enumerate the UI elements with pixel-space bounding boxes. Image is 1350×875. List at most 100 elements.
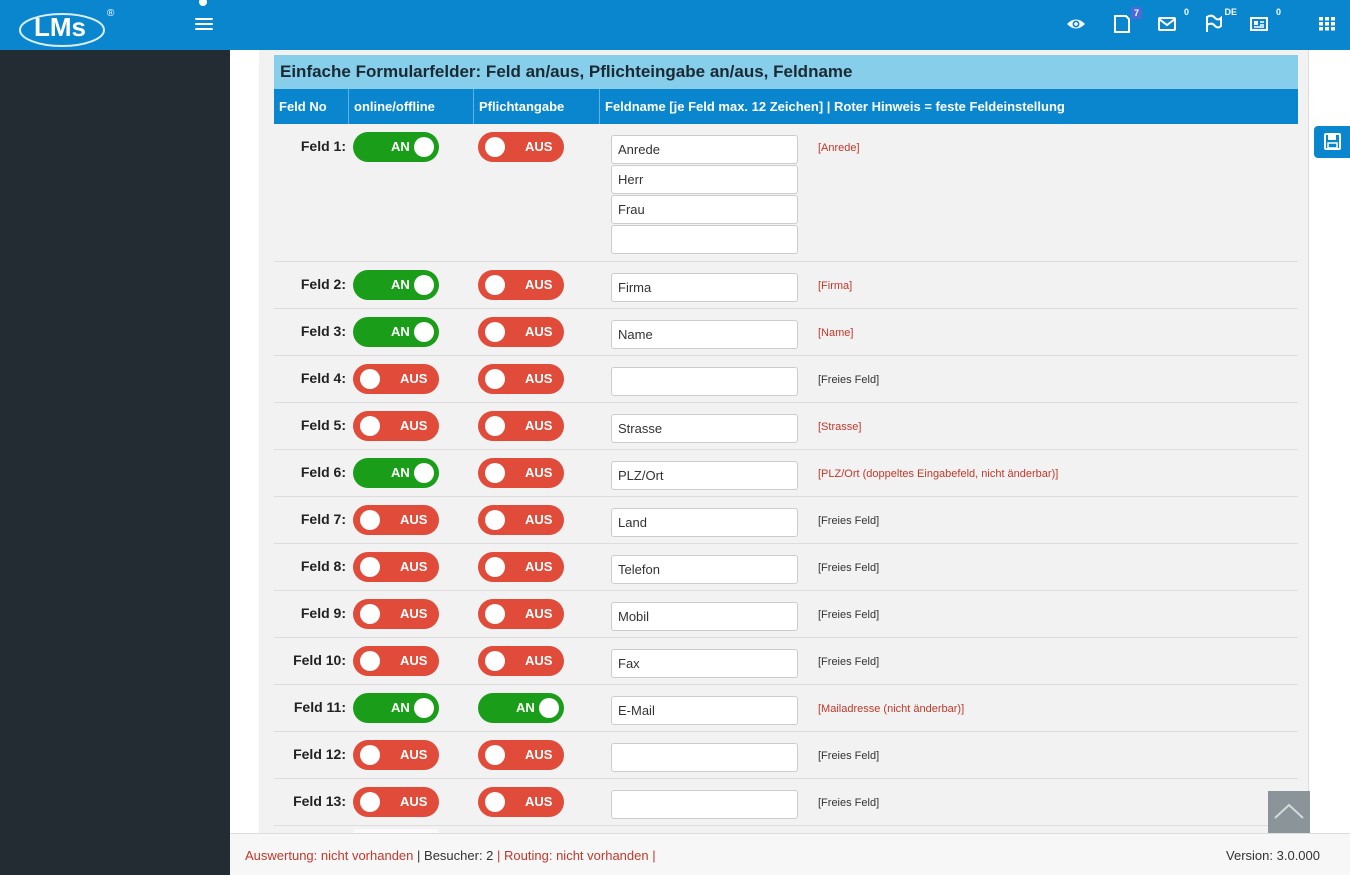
hamburger-menu-icon[interactable] bbox=[195, 15, 213, 35]
footer-routing[interactable]: Routing: nicht vorhanden bbox=[504, 848, 649, 863]
online-toggle[interactable]: AUS bbox=[353, 364, 439, 394]
toggle-knob bbox=[360, 651, 380, 671]
field-name-input[interactable] bbox=[611, 743, 798, 772]
field-name-input[interactable] bbox=[611, 414, 798, 443]
col-feldname: Feldname [je Feld max. 12 Zeichen] | Rot… bbox=[605, 99, 1065, 114]
newsletter-icon[interactable]: 0 bbox=[1249, 7, 1281, 36]
table-header: Feld No online/offline Pflichtangabe Fel… bbox=[274, 89, 1298, 124]
footer-auswertung[interactable]: Auswertung: nicht vorhanden bbox=[245, 848, 414, 863]
pflicht-toggle[interactable]: AUS bbox=[478, 270, 564, 300]
online-toggle[interactable]: AN bbox=[353, 132, 439, 162]
online-toggle-label: AUS bbox=[400, 747, 428, 762]
save-button[interactable] bbox=[1314, 126, 1350, 158]
field-name-input[interactable] bbox=[611, 225, 798, 254]
toggle-knob bbox=[485, 604, 505, 624]
toggle-knob bbox=[360, 604, 380, 624]
pflicht-toggle-label: AUS bbox=[525, 794, 553, 809]
pflicht-toggle[interactable]: AN bbox=[478, 693, 564, 723]
toggle-knob bbox=[360, 792, 380, 812]
field-name-input[interactable] bbox=[611, 320, 798, 349]
lms-logo[interactable]: LMs ® bbox=[18, 4, 118, 48]
field-label: Feld 8: bbox=[300, 558, 346, 574]
field-name-input[interactable] bbox=[611, 135, 798, 164]
notes-icon[interactable]: 7 bbox=[1112, 7, 1142, 36]
online-toggle[interactable]: AUS bbox=[353, 787, 439, 817]
pflicht-toggle-label: AUS bbox=[525, 371, 553, 386]
toggle-knob bbox=[360, 369, 380, 389]
field-name-input[interactable] bbox=[611, 790, 798, 819]
online-toggle-label: AUS bbox=[400, 371, 428, 386]
field-label: Feld 7: bbox=[300, 511, 346, 527]
mail-icon[interactable]: 0 bbox=[1157, 7, 1189, 36]
online-toggle[interactable]: AN bbox=[353, 458, 439, 488]
field-hint: [Freies Feld] bbox=[818, 515, 880, 527]
online-toggle[interactable]: AN bbox=[353, 317, 439, 347]
apps-grid-icon[interactable] bbox=[1318, 14, 1340, 36]
toggle-knob bbox=[360, 510, 380, 530]
pflicht-toggle[interactable]: AUS bbox=[478, 740, 564, 770]
field-name-input[interactable] bbox=[611, 165, 798, 194]
pflicht-toggle[interactable]: AUS bbox=[478, 132, 564, 162]
field-label: Feld 9: bbox=[300, 605, 346, 621]
mail-badge: 0 bbox=[1183, 7, 1189, 17]
col-feld-no: Feld No bbox=[274, 89, 349, 124]
pflicht-toggle[interactable]: AUS bbox=[478, 458, 564, 488]
field-label: Feld 11: bbox=[293, 699, 346, 715]
pflicht-toggle[interactable]: AUS bbox=[478, 411, 564, 441]
online-toggle-label: AUS bbox=[400, 418, 428, 433]
sidebar bbox=[0, 50, 230, 875]
online-toggle[interactable]: AN bbox=[353, 693, 439, 723]
panel-title: Einfache Formularfelder: Feld an/aus, Pf… bbox=[274, 55, 1298, 89]
field-row: Feld 2: AN AUS [Firma] bbox=[274, 262, 1298, 309]
online-toggle-label: AUS bbox=[400, 653, 428, 668]
eye-icon[interactable] bbox=[1066, 14, 1088, 36]
field-row: Feld 13: AUS AUS [Freies Feld] bbox=[274, 779, 1298, 826]
field-name-input[interactable] bbox=[611, 649, 798, 678]
field-row: Feld 6: AN AUS [PLZ/Ort (doppeltes Eingabef… bbox=[274, 450, 1298, 497]
pflicht-toggle[interactable]: AUS bbox=[478, 646, 564, 676]
field-name-input[interactable] bbox=[611, 273, 798, 302]
online-toggle[interactable]: AUS bbox=[353, 552, 439, 582]
col-online: online/offline bbox=[349, 89, 474, 124]
online-toggle[interactable]: AUS bbox=[353, 646, 439, 676]
toggle-knob bbox=[485, 557, 505, 577]
footer-besucher: Besucher: 2 bbox=[424, 848, 494, 863]
field-name-input[interactable] bbox=[611, 696, 798, 725]
scroll-to-top-button[interactable] bbox=[1268, 791, 1310, 833]
toggle-knob bbox=[414, 698, 434, 718]
pflicht-toggle-label: AUS bbox=[525, 324, 553, 339]
field-name-input[interactable] bbox=[611, 461, 798, 490]
toggle-knob bbox=[485, 745, 505, 765]
field-name-input[interactable] bbox=[611, 508, 798, 537]
col-pflicht: Pflichtangabe bbox=[474, 89, 600, 124]
toggle-knob bbox=[485, 322, 505, 342]
pflicht-toggle[interactable]: AUS bbox=[478, 364, 564, 394]
top-bar: LMs ® 7 0 DE 0 bbox=[0, 0, 1350, 50]
field-name-input[interactable] bbox=[611, 602, 798, 631]
field-name-input[interactable] bbox=[611, 367, 798, 396]
toggle-knob bbox=[485, 792, 505, 812]
chevron-up-icon bbox=[1274, 803, 1304, 819]
toggle-knob bbox=[360, 557, 380, 577]
pflicht-toggle[interactable]: AUS bbox=[478, 552, 564, 582]
field-row: Feld 5: AUS AUS [Strasse] bbox=[274, 403, 1298, 450]
online-toggle[interactable]: AUS bbox=[353, 411, 439, 441]
field-name-input[interactable] bbox=[611, 555, 798, 584]
pflicht-toggle-label: AUS bbox=[525, 559, 553, 574]
pflicht-toggle[interactable]: AUS bbox=[478, 599, 564, 629]
toggle-knob bbox=[414, 322, 434, 342]
pflicht-toggle[interactable]: AUS bbox=[478, 505, 564, 535]
field-hint: [Freies Feld] bbox=[818, 656, 880, 668]
toggle-knob bbox=[414, 463, 434, 483]
online-toggle-label: AUS bbox=[400, 559, 428, 574]
footer-version: Version: 3.0.000 bbox=[1226, 848, 1320, 863]
pflicht-toggle[interactable]: AUS bbox=[478, 787, 564, 817]
online-toggle[interactable]: AUS bbox=[353, 740, 439, 770]
online-toggle[interactable]: AUS bbox=[353, 505, 439, 535]
field-name-input[interactable] bbox=[611, 195, 798, 224]
online-toggle[interactable]: AN bbox=[353, 270, 439, 300]
flag-icon[interactable]: DE bbox=[1203, 7, 1237, 36]
language-badge: DE bbox=[1224, 7, 1237, 17]
online-toggle[interactable]: AUS bbox=[353, 599, 439, 629]
pflicht-toggle[interactable]: AUS bbox=[478, 317, 564, 347]
